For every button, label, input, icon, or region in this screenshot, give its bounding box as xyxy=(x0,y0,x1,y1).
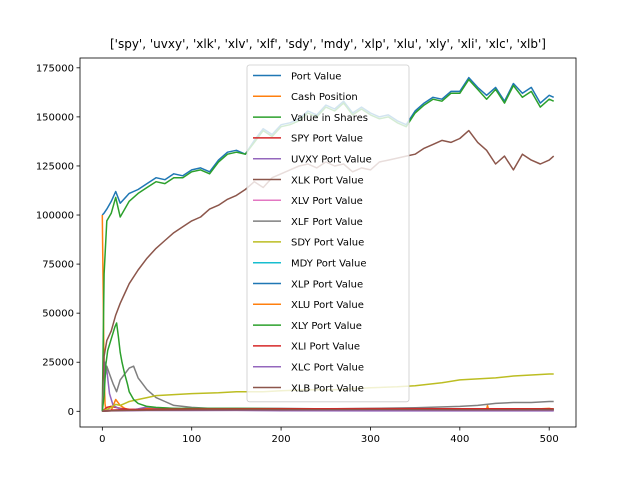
legend-label: SDY Port Value xyxy=(291,238,364,249)
legend-label: XLK Port Value xyxy=(291,175,364,186)
x-tick-label: 500 xyxy=(540,434,559,445)
x-tick-label: 300 xyxy=(361,434,380,445)
y-tick-label: 175000 xyxy=(36,63,74,74)
x-tick-label: 200 xyxy=(272,434,291,445)
legend-label: XLV Port Value xyxy=(291,196,363,207)
y-tick-label: 150000 xyxy=(36,112,74,123)
x-tick-label: 0 xyxy=(99,434,105,445)
series-line-15 xyxy=(102,408,554,413)
series-layer xyxy=(101,76,555,413)
legend-label: UVXY Port Value xyxy=(291,155,372,166)
x-tick-label: 100 xyxy=(182,434,201,445)
legend-label: XLP Port Value xyxy=(291,279,363,290)
legend-label: XLI Port Value xyxy=(291,342,360,353)
y-tick-label: 75000 xyxy=(42,260,74,271)
chart-title: ['spy', 'uvxy', 'xlk', 'xlv', 'xlf', 'sd… xyxy=(110,37,546,51)
legend-label: Value in Shares xyxy=(291,113,368,124)
legend-label: XLC Port Value xyxy=(291,363,364,374)
legend-label: XLF Port Value xyxy=(291,217,363,228)
legend-label: XLY Port Value xyxy=(291,321,362,332)
y-tick-label: 0 xyxy=(68,407,74,418)
legend-frame xyxy=(246,64,410,403)
legend-label: XLU Port Value xyxy=(291,300,364,311)
plot-area xyxy=(79,57,577,428)
x-tick-label: 400 xyxy=(450,434,469,445)
legend-label: Port Value xyxy=(291,71,341,82)
legend-label: SPY Port Value xyxy=(291,134,363,145)
series-line-7 xyxy=(101,365,554,412)
y-tick-label: 50000 xyxy=(42,309,74,320)
legend-label: MDY Port Value xyxy=(291,259,367,270)
y-tick-label: 125000 xyxy=(36,161,74,172)
axes-layer: 0 100 200 300 400 500 0 25000 50000 75000 100000 12… xyxy=(36,63,559,445)
legend: Port Value Cash Position Value in Shares SP… xyxy=(246,64,410,403)
y-tick-label: 100000 xyxy=(36,211,74,222)
legend-label: XLB Port Value xyxy=(291,383,364,394)
legend-label: Cash Position xyxy=(291,92,358,103)
y-tick-label: 25000 xyxy=(42,358,74,369)
